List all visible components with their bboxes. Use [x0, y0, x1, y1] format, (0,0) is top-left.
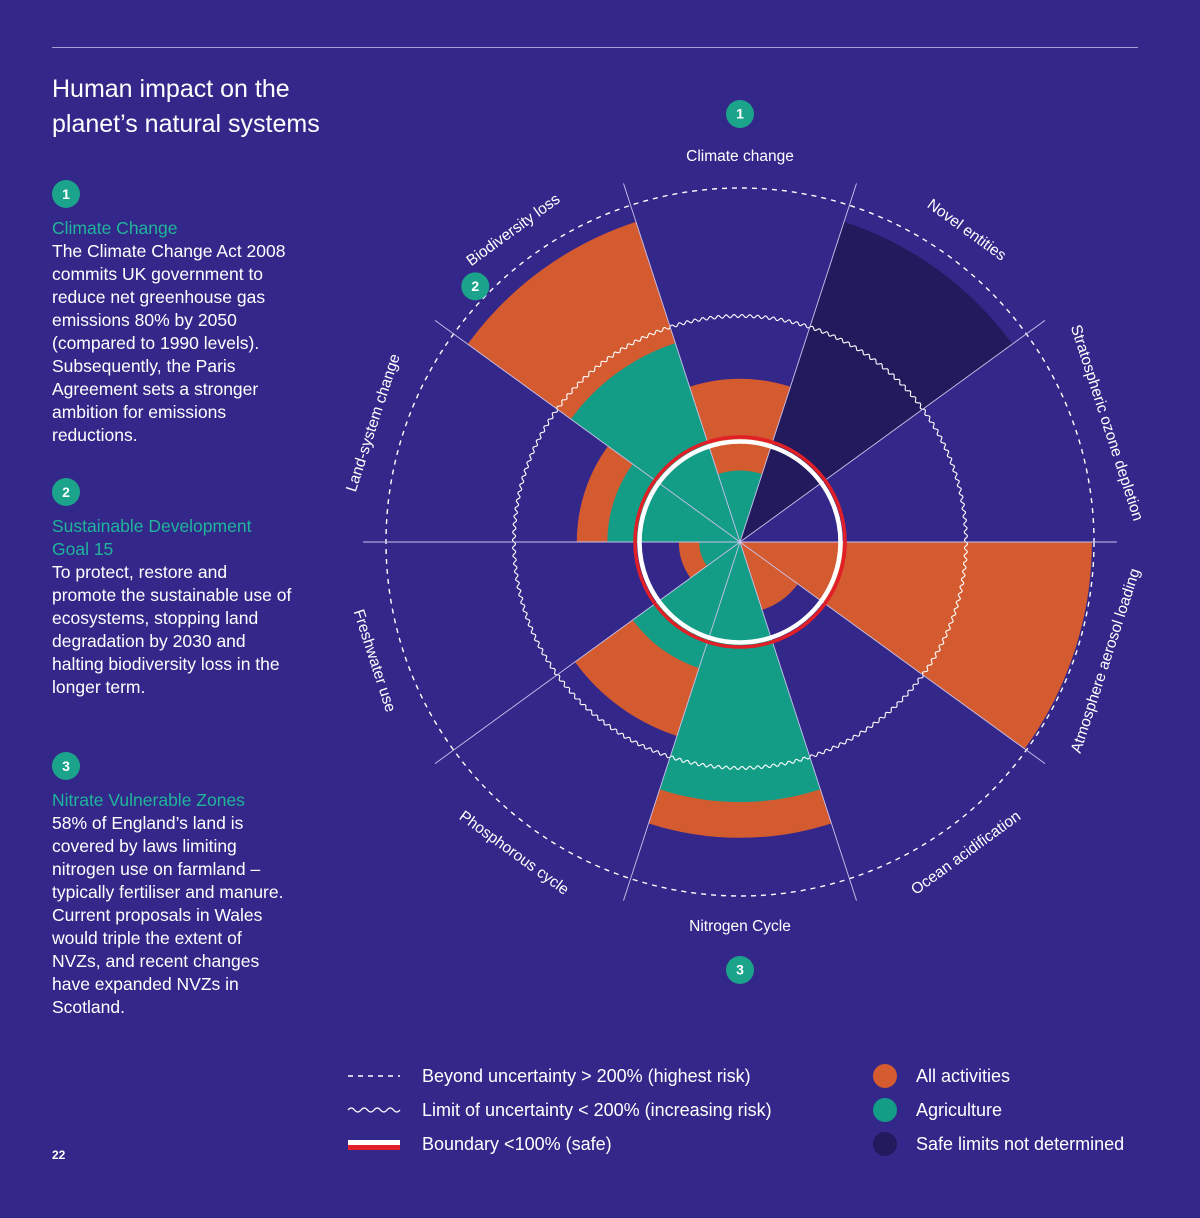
agriculture-wedge	[659, 542, 821, 803]
segment-label: Ocean acidification	[908, 808, 1024, 899]
legend-beyond-uncertainty: Beyond uncertainty > 200% (highest risk)	[422, 1066, 751, 1086]
legend-boundary: Boundary <100% (safe)	[422, 1134, 612, 1154]
legend-limit-of-uncertainty: Limit of uncertainty < 200% (increasing …	[422, 1100, 772, 1120]
segment-divider	[739, 541, 1046, 764]
note-number-badge: 1	[52, 180, 80, 208]
page-number: 22	[52, 1148, 66, 1162]
chart-marker-number: 2	[471, 278, 479, 294]
chart-marker-number: 3	[736, 962, 744, 978]
agriculture-wedge	[699, 542, 740, 566]
legend-agriculture: Agriculture	[916, 1100, 1003, 1120]
note-number-badge: 3	[52, 752, 80, 780]
segment-label: Biodiversity loss	[464, 191, 564, 270]
segment-label: Freshwater use	[350, 607, 399, 714]
chart-marker-badge	[461, 272, 490, 301]
note-climate-change: 1 Climate Change The Climate Change Act …	[52, 180, 292, 447]
all-activities-wedge	[689, 378, 791, 542]
boundary-ring-white	[637, 439, 843, 645]
segment-label: Phosphorous cycle	[456, 808, 572, 899]
segment-divider	[434, 541, 741, 764]
chart-marker-badge	[726, 956, 754, 984]
legend-all-activities-dot	[873, 1064, 897, 1088]
segment-divider	[739, 320, 1046, 543]
note-title: Sustainable Development Goal 15	[52, 516, 252, 559]
segment-label: Land-system change	[343, 352, 404, 494]
segment-label: Stratospheric ozone depletion	[1067, 323, 1147, 523]
page-title: Human impact on the planet’s natural sys…	[52, 75, 320, 138]
segment-divider	[739, 183, 857, 543]
note-title: Climate Change	[52, 218, 178, 238]
segment-divider	[434, 320, 741, 543]
note-nvz: 3 Nitrate Vulnerable Zones 58% of Englan…	[52, 752, 292, 1019]
legend-boundary-swatch-white	[348, 1140, 400, 1145]
legend-not-determined: Safe limits not determined	[916, 1134, 1125, 1154]
legend-agriculture-dot	[873, 1098, 897, 1122]
segment-label: Nitrogen Cycle	[689, 918, 791, 935]
note-body: The Climate Change Act 2008 commits UK g…	[52, 241, 286, 445]
agriculture-wedge	[570, 343, 740, 542]
note-number-badge: 2	[52, 478, 80, 506]
all-activities-wedge	[740, 542, 798, 610]
chart-marker-badge	[726, 100, 754, 128]
segment-divider	[623, 183, 741, 543]
agriculture-wedge	[717, 470, 763, 542]
top-rule	[52, 47, 1138, 48]
legend-wavy-swatch	[347, 1107, 401, 1113]
not-determined-wedge	[740, 221, 1013, 542]
segment-label: Novel entities	[924, 196, 1009, 265]
agriculture-wedge	[632, 542, 740, 669]
note-sdg-15: 2 Sustainable Development Goal 15 To pro…	[52, 478, 292, 699]
note-body: 58% of England’s land is covered by laws…	[52, 813, 284, 1017]
legend-boundary-swatch-red	[348, 1145, 400, 1150]
segment-divider	[623, 541, 741, 901]
note-title: Nitrate Vulnerable Zones	[52, 790, 245, 810]
chart-marker-number: 1	[736, 106, 744, 122]
note-body: To protect, restore and promote the sust…	[52, 562, 292, 697]
legend-not-determined-dot	[873, 1132, 897, 1156]
legend-line-swatches	[347, 1075, 401, 1150]
segment-divider	[739, 541, 857, 901]
legend-all-activities: All activities	[916, 1066, 1011, 1086]
boundary-ring-red	[633, 435, 847, 649]
segment-label: Climate change	[686, 148, 794, 165]
